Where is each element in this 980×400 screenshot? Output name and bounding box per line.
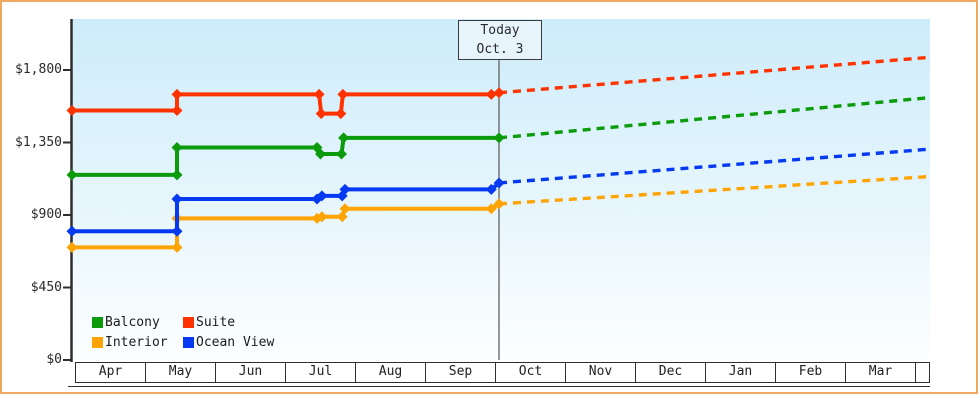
today-date: Oct. 3	[476, 42, 524, 57]
legend-label: Ocean View	[196, 334, 275, 350]
month-cell-feb: Feb	[776, 363, 846, 382]
x-axis-underline	[68, 386, 930, 387]
legend-item-balcony: Balcony	[92, 315, 183, 330]
y-tick-label: $900	[30, 207, 62, 222]
x-axis-month-band: Apr May Jun Jul Aug Sep Oct Nov Dec Jan …	[75, 362, 930, 383]
legend-label: Suite	[196, 314, 236, 330]
month-cell-apr: Apr	[76, 363, 146, 382]
plot-background	[72, 19, 930, 360]
month-cell-jul: Jul	[286, 363, 356, 382]
legend-row: Balcony Suite	[92, 312, 274, 332]
month-cell-oct: Oct	[496, 363, 566, 382]
ocean-view-swatch-icon	[183, 336, 194, 348]
month-cell-dec: Dec	[636, 363, 706, 382]
month-cell-empty	[916, 363, 929, 382]
today-marker-box: Today Oct. 3	[458, 20, 542, 60]
month-cell-jun: Jun	[216, 363, 286, 382]
month-cell-may: May	[146, 363, 216, 382]
y-tick-label: $1,350	[15, 134, 62, 150]
legend-label: Interior	[105, 334, 168, 350]
month-cell-jan: Jan	[706, 363, 776, 382]
interior-swatch-icon	[92, 336, 103, 348]
y-tick-label: $450	[30, 279, 62, 295]
y-tick-label: $0	[46, 352, 62, 367]
legend-item-ocean-view: Ocean View	[183, 335, 274, 350]
legend-item-interior: Interior	[92, 335, 183, 350]
balcony-swatch-icon	[92, 316, 103, 328]
today-label: Today	[480, 23, 520, 38]
y-tick-label: $1,800	[15, 62, 62, 77]
month-cell-sep: Sep	[426, 363, 496, 382]
legend: Balcony Suite Interior Ocean View	[92, 312, 274, 352]
suite-swatch-icon	[183, 316, 194, 328]
legend-item-suite: Suite	[183, 315, 235, 330]
month-cell-mar: Mar	[846, 363, 916, 382]
legend-label: Balcony	[105, 314, 160, 330]
legend-row: Interior Ocean View	[92, 332, 274, 352]
month-cell-aug: Aug	[356, 363, 426, 382]
month-cell-nov: Nov	[566, 363, 636, 382]
